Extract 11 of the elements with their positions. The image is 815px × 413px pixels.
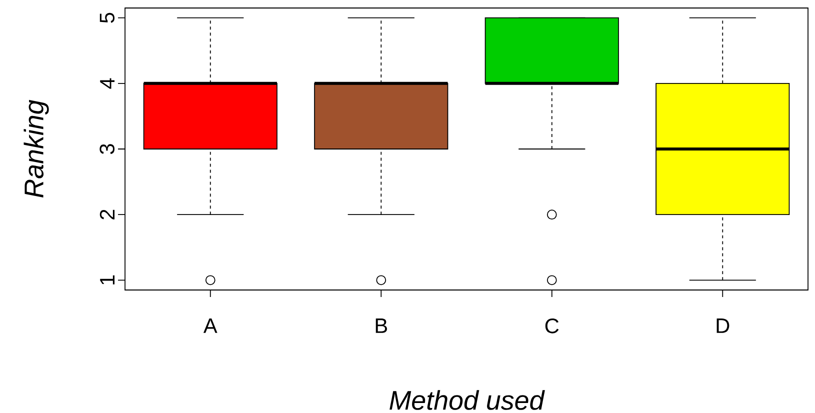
x-tick-label: D: [716, 318, 730, 333]
y-tick-label: 3: [100, 144, 114, 154]
y-tick-label: 2: [100, 210, 114, 220]
y-axis-title: Ranking: [24, 100, 49, 198]
x-axis-title: Method used: [390, 390, 545, 410]
x-tick-label: A: [203, 318, 218, 333]
x-tick-label: C: [545, 318, 559, 334]
y-tick-label: 5: [100, 12, 114, 23]
y-tick-label: 4: [100, 78, 114, 89]
x-tick-label: B: [376, 318, 387, 333]
y-tick-label: 1: [100, 275, 114, 284]
